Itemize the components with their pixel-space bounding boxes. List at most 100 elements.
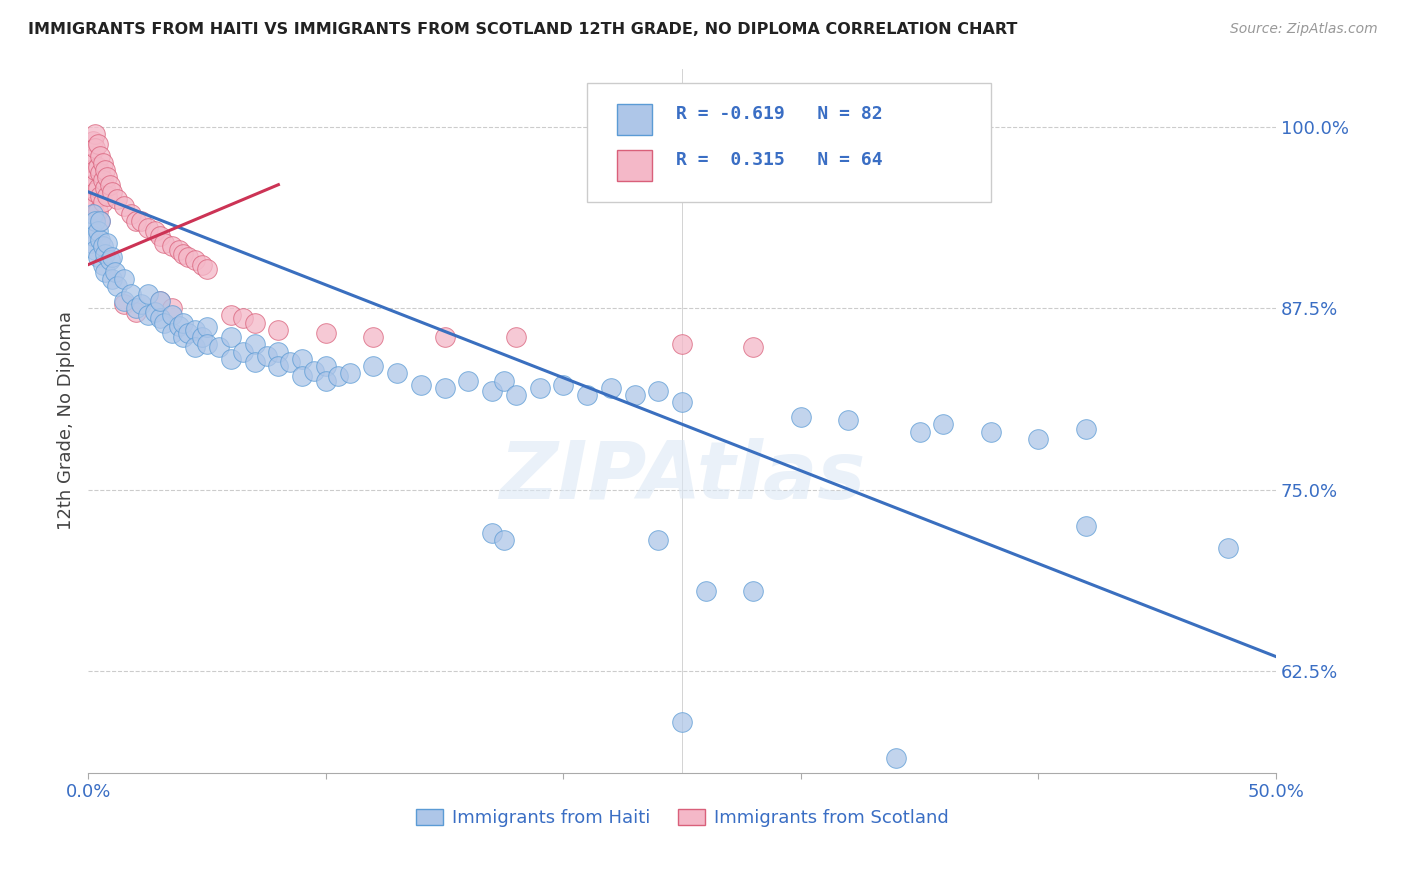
Point xyxy=(647,533,669,548)
Point xyxy=(149,311,172,326)
Point xyxy=(884,751,907,765)
Point xyxy=(101,272,124,286)
Point xyxy=(105,192,128,206)
Point xyxy=(84,243,107,257)
Point xyxy=(600,381,623,395)
FancyBboxPatch shape xyxy=(588,83,991,202)
Point xyxy=(492,533,515,548)
Text: R = -0.619   N = 82: R = -0.619 N = 82 xyxy=(676,105,883,123)
Point xyxy=(315,359,337,374)
Point xyxy=(82,207,104,221)
Point xyxy=(149,293,172,308)
Point xyxy=(89,148,111,162)
Point xyxy=(492,374,515,388)
Point xyxy=(505,388,527,402)
Point xyxy=(932,417,955,432)
Point xyxy=(291,369,314,384)
Point xyxy=(278,355,301,369)
Point xyxy=(790,409,813,424)
Point xyxy=(80,178,103,192)
Point xyxy=(87,250,110,264)
Point xyxy=(1028,432,1050,446)
Point xyxy=(433,381,456,395)
Point xyxy=(82,156,104,170)
Point xyxy=(87,161,110,175)
Point xyxy=(267,344,290,359)
Point xyxy=(91,238,114,252)
Point xyxy=(143,224,166,238)
Point xyxy=(576,388,599,402)
Text: IMMIGRANTS FROM HAITI VS IMMIGRANTS FROM SCOTLAND 12TH GRADE, NO DIPLOMA CORRELA: IMMIGRANTS FROM HAITI VS IMMIGRANTS FROM… xyxy=(28,22,1018,37)
Point xyxy=(219,309,242,323)
Point xyxy=(267,359,290,374)
Point xyxy=(623,388,645,402)
Point xyxy=(1218,541,1240,555)
Point xyxy=(167,318,190,333)
Point xyxy=(125,301,148,315)
Point xyxy=(84,127,107,141)
Point xyxy=(89,166,111,180)
Point xyxy=(120,207,142,221)
Point xyxy=(195,320,218,334)
Point xyxy=(837,413,859,427)
Point xyxy=(84,141,107,155)
Point xyxy=(267,323,290,337)
Point xyxy=(177,250,200,264)
Point xyxy=(149,228,172,243)
Point xyxy=(153,235,176,250)
Point xyxy=(1074,422,1097,436)
Point xyxy=(256,349,278,363)
FancyBboxPatch shape xyxy=(617,103,652,136)
Point xyxy=(160,309,183,323)
Point xyxy=(481,526,503,541)
Point xyxy=(339,367,361,381)
Point xyxy=(112,272,135,286)
Point xyxy=(671,395,693,409)
Point xyxy=(120,286,142,301)
Point xyxy=(125,305,148,319)
Point xyxy=(143,305,166,319)
Text: Source: ZipAtlas.com: Source: ZipAtlas.com xyxy=(1230,22,1378,37)
Point xyxy=(96,189,118,203)
Point xyxy=(695,584,717,599)
Point xyxy=(302,363,325,377)
Point xyxy=(195,337,218,351)
Point xyxy=(184,340,207,354)
Point xyxy=(87,203,110,218)
Point xyxy=(1074,519,1097,533)
Y-axis label: 12th Grade, No Diploma: 12th Grade, No Diploma xyxy=(58,311,75,530)
Point xyxy=(89,233,111,247)
Point xyxy=(529,381,551,395)
Point xyxy=(80,192,103,206)
Point xyxy=(172,330,194,344)
Point xyxy=(742,340,765,354)
Point xyxy=(160,326,183,340)
Point xyxy=(103,265,125,279)
Point xyxy=(82,199,104,213)
Point xyxy=(80,221,103,235)
Point xyxy=(326,369,349,384)
Point xyxy=(84,214,107,228)
Text: ZIPAtlas: ZIPAtlas xyxy=(499,438,865,516)
Point xyxy=(291,351,314,366)
Point xyxy=(105,279,128,293)
Point xyxy=(908,425,931,439)
Point xyxy=(91,173,114,187)
Point xyxy=(94,247,117,261)
Point xyxy=(172,316,194,330)
Point xyxy=(96,170,118,185)
Point xyxy=(101,185,124,199)
Point xyxy=(219,351,242,366)
Point xyxy=(363,359,385,374)
Point xyxy=(80,163,103,178)
Point xyxy=(91,156,114,170)
Point xyxy=(172,247,194,261)
Point xyxy=(94,265,117,279)
Point xyxy=(84,207,107,221)
Point xyxy=(87,180,110,194)
Point xyxy=(82,178,104,192)
Point xyxy=(195,261,218,276)
Point xyxy=(742,584,765,599)
Point xyxy=(153,316,176,330)
Point xyxy=(160,238,183,252)
